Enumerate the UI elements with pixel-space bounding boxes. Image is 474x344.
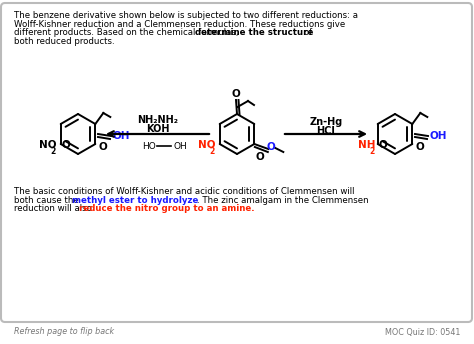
Text: O: O — [256, 152, 264, 162]
Text: determine the structure: determine the structure — [195, 28, 313, 37]
Text: both reduced products.: both reduced products. — [14, 36, 115, 45]
Text: reduction will also: reduction will also — [14, 204, 95, 213]
Text: both cause the: both cause the — [14, 195, 82, 204]
Text: KOH: KOH — [146, 124, 169, 134]
Text: 2: 2 — [51, 147, 56, 156]
Text: OH: OH — [430, 131, 447, 141]
Text: The benzene derivative shown below is subjected to two different reductions: a: The benzene derivative shown below is su… — [14, 11, 358, 20]
Text: O: O — [379, 140, 387, 150]
Text: Zn-Hg: Zn-Hg — [310, 117, 343, 127]
Text: . The zinc amalgam in the Clemmensen: . The zinc amalgam in the Clemmensen — [197, 195, 369, 204]
Text: MOC Quiz ID: 0541: MOC Quiz ID: 0541 — [384, 327, 460, 336]
Text: Refresh page to flip back: Refresh page to flip back — [14, 327, 114, 336]
Text: methyl ester to hydrolyze: methyl ester to hydrolyze — [72, 195, 199, 204]
Text: 2: 2 — [210, 147, 215, 156]
Text: HCl: HCl — [317, 126, 336, 136]
Text: NO: NO — [39, 140, 56, 150]
Text: NH: NH — [358, 140, 375, 150]
Text: O: O — [62, 140, 71, 150]
Text: O: O — [267, 142, 276, 152]
Text: OH: OH — [173, 141, 187, 151]
Text: O: O — [232, 88, 240, 98]
Text: HO: HO — [142, 141, 155, 151]
Text: reduce the nitro group to an amine.: reduce the nitro group to an amine. — [79, 204, 255, 213]
Text: NH₂NH₂: NH₂NH₂ — [137, 115, 178, 125]
Text: O: O — [99, 142, 108, 152]
Text: OH: OH — [113, 131, 130, 141]
Text: different products. Based on the chemical formulas,: different products. Based on the chemica… — [14, 28, 241, 37]
FancyBboxPatch shape — [1, 3, 472, 322]
Text: of: of — [301, 28, 312, 37]
Text: Wolff-Kishner reduction and a Clemmensen reduction. These reductions give: Wolff-Kishner reduction and a Clemmensen… — [14, 20, 345, 29]
Text: 2: 2 — [370, 147, 375, 156]
Text: NO: NO — [198, 140, 215, 150]
Text: The basic conditions of Wolff-Kishner and acidic conditions of Clemmensen will: The basic conditions of Wolff-Kishner an… — [14, 187, 355, 196]
Text: O: O — [416, 142, 424, 152]
